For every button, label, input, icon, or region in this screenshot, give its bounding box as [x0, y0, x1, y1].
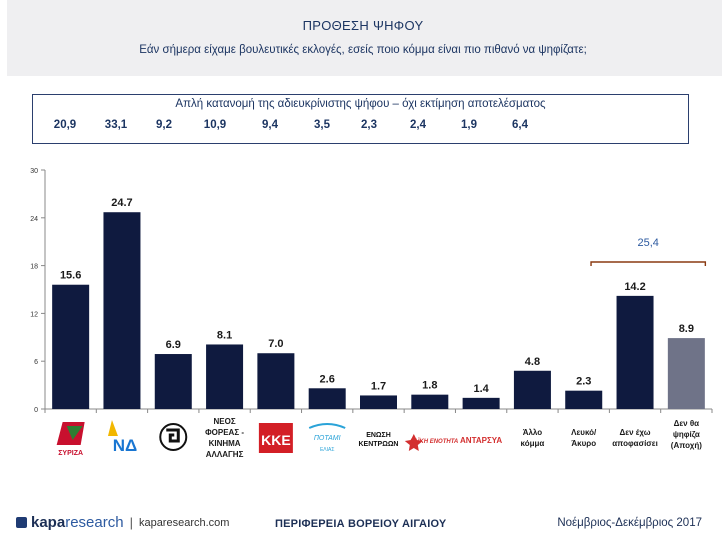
- lae-logo-text: ΛΑΪΚΗ ΕΝΟΤΗΤΑ: [408, 438, 458, 445]
- bar-4: [257, 353, 295, 409]
- nd-torch-icon: [107, 420, 118, 436]
- bar-8: [462, 397, 500, 409]
- data-label: 6.9: [166, 339, 181, 351]
- data-label: 2.3: [576, 376, 591, 388]
- logo-separator: |: [129, 515, 133, 530]
- data-label: 8.1: [217, 329, 232, 341]
- data-label: 1.7: [371, 380, 386, 392]
- data-label: 1.8: [422, 380, 437, 392]
- bar-3: [206, 344, 244, 409]
- enosi-logo-text-2: ΚΕΝΤΡΩΩΝ: [358, 441, 398, 448]
- bar-6: [360, 395, 397, 409]
- infobox-value: 2,4: [410, 119, 426, 131]
- data-label: 14.2: [624, 281, 645, 293]
- category-label-undecided: αποφασίσει: [612, 439, 658, 448]
- bar-0: [52, 284, 90, 409]
- category-label-blank: Άκυρο: [571, 439, 596, 448]
- category-label-abstain: (Αποχή): [671, 441, 702, 450]
- bar-7: [411, 394, 449, 409]
- data-label: 15.6: [60, 270, 81, 282]
- y-tick-label: 0: [34, 407, 38, 414]
- infobox-value: 3,5: [314, 119, 330, 131]
- kke-logo-text: ΚΚΕ: [261, 432, 291, 448]
- infobox-value: 9,2: [156, 119, 172, 131]
- potami-logo-subtext: ΕΛΙΑΣ: [320, 447, 335, 453]
- bar-5: [308, 388, 346, 409]
- y-tick-label: 12: [30, 311, 38, 318]
- category-label-kinal: ΦΟΡΕΑΣ -: [205, 428, 244, 437]
- bar-12: [667, 338, 705, 409]
- region-label: ΠΕΡΙΦΕΡΕΙΑ ΒΟΡΕΙΟΥ ΑΙΓΑΙΟΥ: [275, 518, 447, 530]
- logo-research: research: [65, 514, 124, 531]
- y-tick-label: 6: [34, 359, 38, 366]
- bar-11: [616, 295, 654, 409]
- y-tick-label: 24: [30, 216, 38, 223]
- infobox-values: 20,9 33,1 9,2 10,9 9,4 3,5 2,3 2,4 1,9 6,4: [33, 119, 688, 137]
- logo-square-icon: [16, 517, 27, 528]
- data-label: 24.7: [111, 197, 132, 209]
- survey-period: Νοέμβριος-Δεκέμβριος 2017: [557, 517, 702, 529]
- infobox-value: 10,9: [203, 119, 227, 131]
- potami-wave-icon: [308, 423, 346, 429]
- data-label: 4.8: [525, 356, 540, 368]
- category-label-other: Άλλο: [523, 428, 543, 437]
- infobox-value: 1,9: [461, 119, 477, 131]
- undecided-distribution-box: Απλή κατανομή της αδιευκρίνιστης ψήφου –…: [32, 94, 689, 144]
- kapa-research-logo: kapa research | kaparesearch.com: [16, 514, 229, 531]
- emblem-meander-icon: [166, 428, 180, 443]
- data-label: 8.9: [679, 323, 694, 335]
- category-label-kinal: ΝΕΟΣ: [214, 417, 236, 426]
- kke-logo-bg: [258, 423, 293, 453]
- infobox-value: 20,9: [53, 119, 77, 131]
- potami-logo-text: ΠΟΤΑΜΙ: [314, 435, 341, 442]
- antarsya-logo-text: ΑΝΤΑΡΣΥΑ: [460, 436, 502, 445]
- category-label-blank: Λευκό/: [571, 428, 597, 437]
- data-label: 2.6: [320, 373, 335, 385]
- category-label-abstain: Δεν θα: [674, 419, 700, 428]
- y-tick-label: 30: [30, 168, 38, 175]
- syriza-logo-text: ΣΥΡΙΖΑ: [58, 450, 83, 457]
- infobox-value: 2,3: [361, 119, 377, 131]
- category-label-other: κόμμα: [521, 439, 545, 448]
- data-label: 7.0: [268, 338, 283, 350]
- bar-1: [103, 212, 141, 409]
- category-label-kinal: ΑΛΛΑΓΗΣ: [206, 450, 244, 459]
- infobox-title: Απλή κατανομή της αδιευκρίνιστης ψήφου –…: [175, 98, 546, 110]
- infobox-value: 33,1: [104, 119, 128, 131]
- bar-9: [513, 370, 551, 409]
- infobox-value: 9,4: [262, 119, 278, 131]
- bar-2: [154, 354, 192, 409]
- category-label-kinal: ΚΙΝΗΜΑ: [209, 439, 241, 448]
- nd-logo-text: ΝΔ: [113, 436, 138, 455]
- header-panel: [7, 0, 722, 76]
- bracket-label: 25,4: [637, 237, 658, 249]
- enosi-logo-text-1: ΕΝΩΣΗ: [366, 432, 391, 439]
- page-subtitle: Εάν σήμερα είχαμε βουλευτικές εκλογές, ε…: [139, 44, 587, 56]
- emblem-ring-icon: [159, 423, 188, 451]
- website-url[interactable]: kaparesearch.com: [138, 516, 230, 529]
- page-title: ΠΡΟΘΕΣΗ ΨΗΦΟΥ: [302, 18, 424, 33]
- grouping-bracket: [590, 261, 707, 266]
- y-tick-label: 18: [30, 264, 38, 271]
- syriza-flag-accent: [66, 426, 83, 440]
- infobox-value: 6,4: [512, 119, 528, 131]
- data-label: 1.4: [473, 383, 489, 395]
- category-label-undecided: Δεν έχω: [620, 428, 651, 437]
- bar-10: [565, 390, 603, 409]
- category-label-abstain: ψηφίζα: [673, 430, 700, 439]
- logo-kapa: kapa: [31, 514, 66, 531]
- lae-star-icon: [404, 434, 423, 451]
